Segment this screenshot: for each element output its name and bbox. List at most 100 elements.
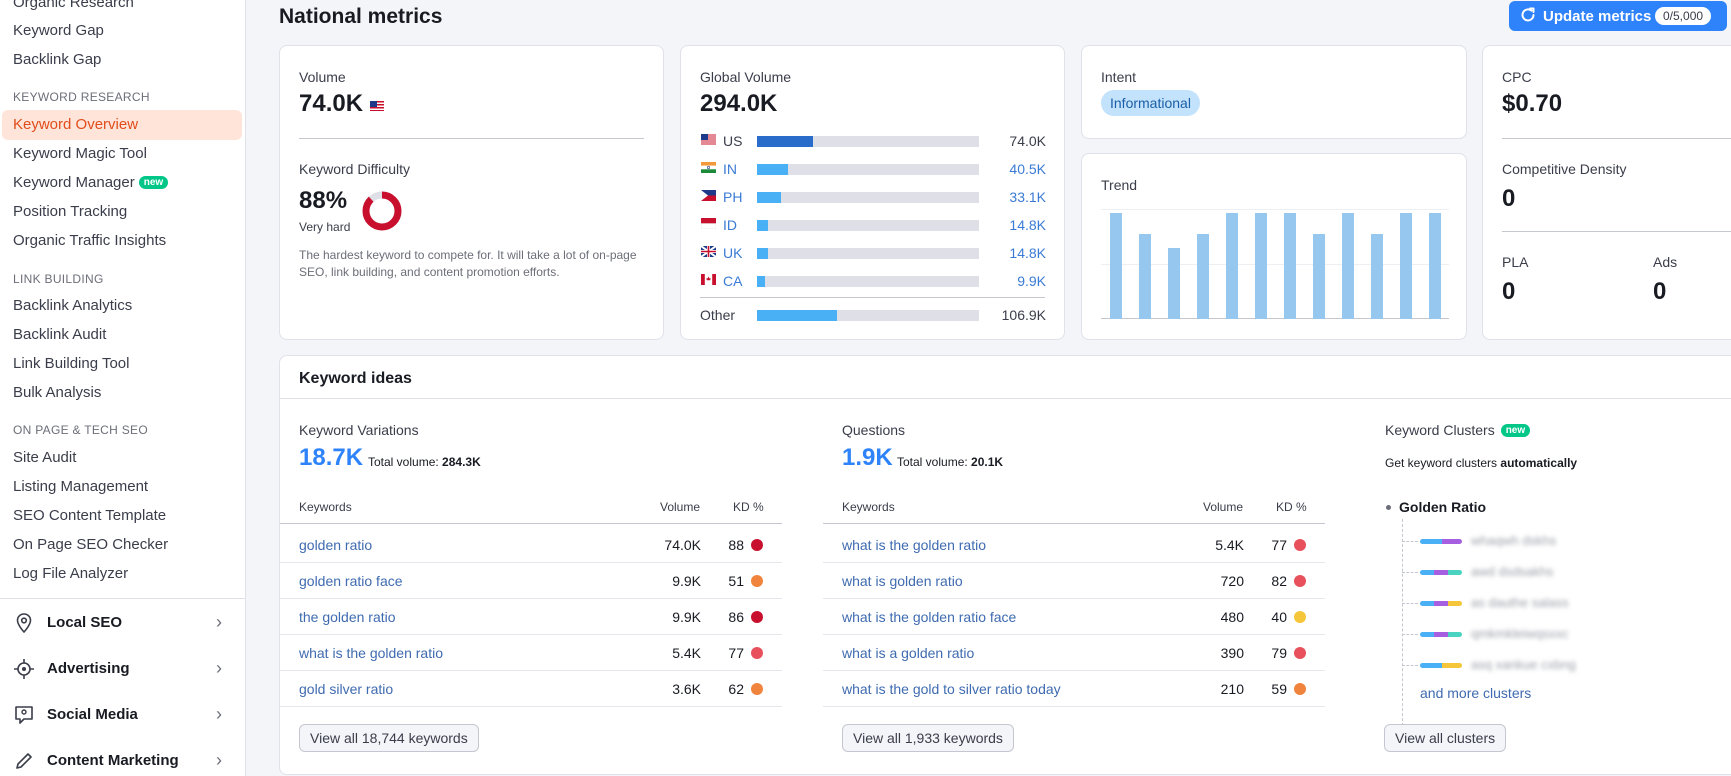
trend-bar[interactable] [1429,213,1441,319]
group-label: Local SEO [47,614,123,631]
sidebar-group-content-marketing[interactable]: Content Marketing › [0,741,245,776]
section-on-page-tech-seo: ON PAGE & TECH SEO [13,423,148,437]
cpc-label: CPC [1502,69,1532,85]
sidebar-item-keyword-manager[interactable]: Keyword Manager new [13,174,169,191]
kd-indicator-dot [751,611,763,623]
column-header-volume[interactable]: Volume [660,500,701,514]
volume-share-bar [757,220,979,231]
volume-share-fill [757,164,789,175]
questions-count[interactable]: 1.9K [842,444,893,471]
sidebar-group-social-media[interactable]: Social Media › [0,695,245,735]
cluster-pill [1420,570,1462,575]
intent-badge[interactable]: Informational [1101,90,1200,116]
sidebar-item-on-page-seo-checker[interactable]: On Page SEO Checker [13,536,169,553]
keyword-link[interactable]: golden ratio [299,537,373,553]
philippines-flag-icon [701,190,716,201]
divider [299,138,644,139]
trend-bar[interactable] [1139,234,1151,319]
keyword-link[interactable]: what is golden ratio [842,573,963,589]
keyword-link[interactable]: what is the golden ratio face [842,609,1017,625]
trend-bar[interactable] [1400,213,1412,319]
volume-share-bar [757,136,979,147]
cluster-pill [1420,663,1462,668]
sidebar-item-backlink-gap[interactable]: Backlink Gap [13,51,102,68]
keyword-link[interactable]: the golden ratio [299,609,396,625]
keyword-link[interactable]: what is the golden ratio [299,645,443,661]
sidebar-item-keyword-overview[interactable] [2,110,242,140]
column-header-kd[interactable]: KD % [1276,500,1307,514]
cpc-card: CPC $0.70 Competitive Density 0 PLA 0 Ad… [1482,45,1731,340]
volume-card: Volume 74.0K Keyword Difficulty 88% Very… [279,45,664,340]
trend-bar[interactable] [1313,234,1325,319]
keyword-volume: 74.0K [664,537,701,553]
keyword-link[interactable]: gold silver ratio [299,681,394,697]
sidebar-item-backlink-audit[interactable]: Backlink Audit [13,326,107,343]
country-row-ca[interactable]: CA 9.9K [681,271,1066,291]
view-all-keywords-button[interactable]: View all 18,744 keywords [299,724,479,752]
country-row-uk[interactable]: UK 14.8K [681,243,1066,263]
sidebar-item-keyword-gap[interactable]: Keyword Gap [13,22,104,39]
country-row-us: US 74.0K [681,131,1066,151]
cluster-root-label: Golden Ratio [1399,499,1487,515]
country-row-id[interactable]: ID 14.8K [681,215,1066,235]
view-all-clusters-button[interactable]: View all clusters [1384,724,1507,752]
trend-bar[interactable] [1226,213,1238,319]
kd-indicator-dot [751,575,763,587]
volume-share-fill [757,220,769,231]
sidebar-item-position-tracking[interactable]: Position Tracking [13,203,128,220]
column-header-kd[interactable]: KD % [733,500,764,514]
trend-bar[interactable] [1168,248,1180,319]
country-row-in[interactable]: IN 40.5K [681,159,1066,179]
country-volume: 74.0K [1009,133,1046,149]
keyword-volume: 5.4K [672,645,701,661]
table-row: golden ratio face 9.9K 51 [280,563,782,599]
sidebar-item-backlink-analytics[interactable]: Backlink Analytics [13,297,133,314]
trend-bar[interactable] [1255,213,1267,319]
sidebar-item-keyword-magic-tool[interactable]: Keyword Magic Tool [13,145,147,162]
sidebar-item-site-audit[interactable]: Site Audit [13,449,77,466]
country-row-other: Other 106.9K [681,305,1066,325]
keyword-link[interactable]: what is the golden ratio [842,537,986,553]
trend-bar[interactable] [1110,213,1122,319]
divider [700,297,1045,298]
cluster-pill [1420,601,1462,606]
sidebar-item-link-building-tool[interactable]: Link Building Tool [13,355,130,372]
keyword-ideas-card: Keyword ideas Keyword Variations 18.7K T… [279,355,1731,775]
sidebar-item-log-file-analyzer[interactable]: Log File Analyzer [13,565,129,582]
trend-bar[interactable] [1371,234,1383,319]
column-header-volume[interactable]: Volume [1203,500,1244,514]
sidebar-item-organic-traffic-insights[interactable]: Organic Traffic Insights [13,232,167,249]
keyword-link[interactable]: what is a golden ratio [842,645,975,661]
row-divider [823,634,1325,635]
chevron-right-icon: › [216,704,222,724]
keyword-link[interactable]: golden ratio face [299,573,403,589]
cluster-root-dot [1386,505,1391,510]
cluster-branch [1402,541,1418,542]
update-metrics-button[interactable]: Update metrics 0/5,000 [1509,1,1727,31]
country-code: CA [723,273,743,289]
global-volume-card: Global Volume 294.0K US 74.0K IN 40.5K P… [680,45,1065,340]
trend-bar[interactable] [1197,234,1209,319]
trend-card: Trend [1081,153,1467,340]
questions-total-volume: Total volume: 20.1K [897,455,1003,469]
more-clusters-link[interactable]: and more clusters [1420,685,1532,701]
sidebar-item-listing-management[interactable]: Listing Management [13,478,149,495]
keyword-link[interactable]: what is the gold to silver ratio today [842,681,1061,697]
sidebar-item-seo-content-template[interactable]: SEO Content Template [13,507,167,524]
cluster-item: qmkmkleiwqsxxc [1471,626,1569,641]
sidebar-group-advertising[interactable]: Advertising › [0,649,245,689]
indonesia-flag-icon [701,218,716,229]
total-volume-value: 20.1K [971,455,1004,469]
keyword-volume: 9.9K [672,609,701,625]
country-row-ph[interactable]: PH 33.1K [681,187,1066,207]
view-all-questions-button[interactable]: View all 1,933 keywords [842,724,1014,752]
chevron-right-icon: › [216,612,222,632]
country-volume: 40.5K [1009,161,1046,177]
sidebar-item-bulk-analysis[interactable]: Bulk Analysis [13,384,102,401]
trend-bar[interactable] [1342,213,1354,319]
divider [280,398,1731,399]
trend-bar[interactable] [1284,213,1296,319]
sidebar-group-local-seo[interactable]: Local SEO › [0,603,245,643]
keyword-variations-count[interactable]: 18.7K [299,444,364,471]
sidebar-item-organic-research[interactable]: Organic Research [13,0,134,11]
